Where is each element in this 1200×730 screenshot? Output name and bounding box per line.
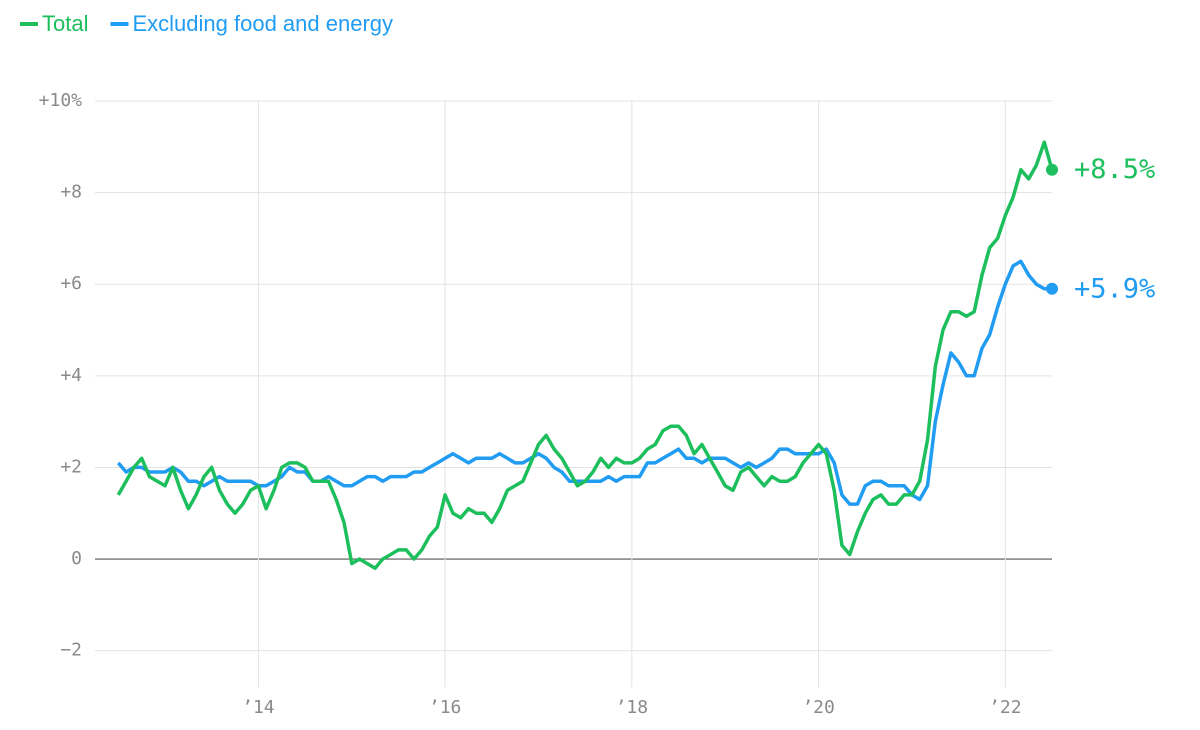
x-tick-label: ’16 bbox=[429, 697, 462, 718]
x-tick-label: ’20 bbox=[802, 697, 835, 718]
y-tick-label: +8 bbox=[60, 182, 82, 203]
y-tick-label: +6 bbox=[60, 273, 82, 294]
x-tick-label: ’18 bbox=[616, 697, 649, 718]
x-tick-label: ’22 bbox=[989, 697, 1022, 718]
end-point bbox=[1046, 163, 1058, 176]
y-tick-label: +10% bbox=[39, 90, 83, 111]
x-tick-label: ’14 bbox=[242, 697, 275, 718]
series-line bbox=[116, 140, 1054, 570]
end-point bbox=[1046, 282, 1058, 295]
legend-label: Excluding food and energy bbox=[132, 11, 393, 36]
end-label: +8.5% bbox=[1074, 154, 1155, 185]
y-tick-label: 0 bbox=[71, 548, 82, 569]
y-tick-label: −2 bbox=[60, 640, 82, 661]
end-label: +5.9% bbox=[1074, 273, 1155, 304]
y-tick-label: +2 bbox=[60, 456, 82, 477]
y-tick-label: +4 bbox=[60, 365, 82, 386]
legend-label: Total bbox=[42, 11, 88, 36]
